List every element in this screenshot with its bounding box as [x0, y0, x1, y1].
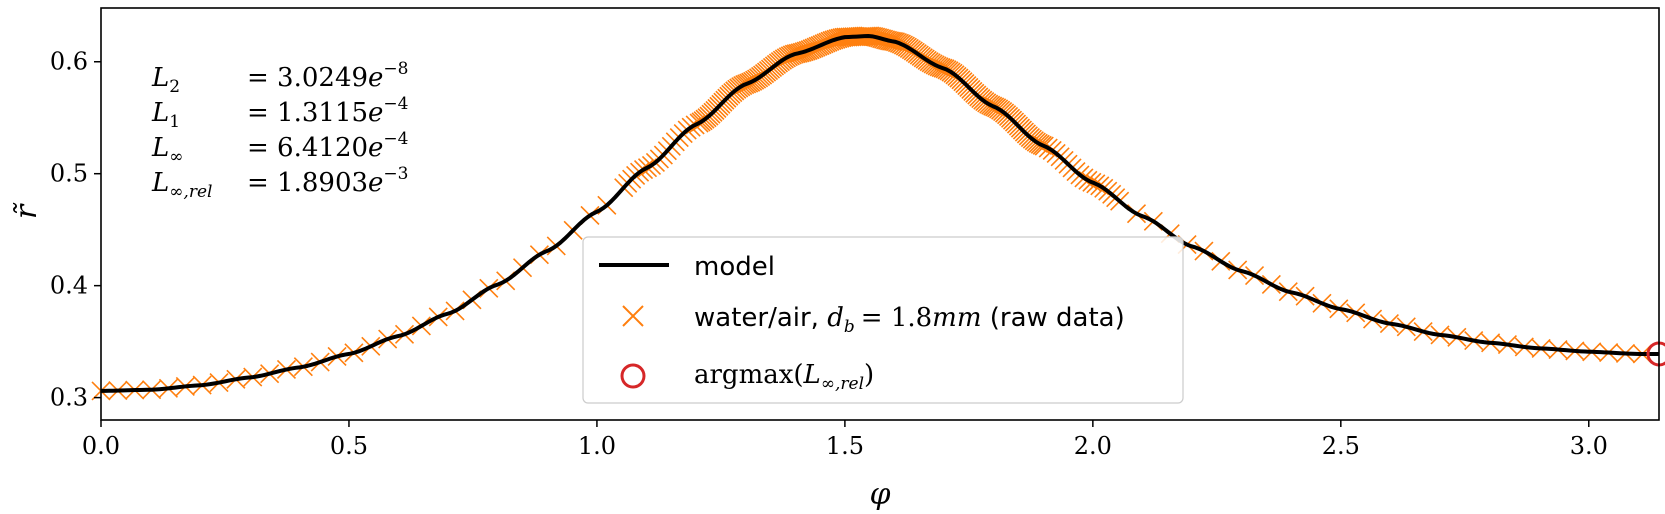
legend: model water/air, db = 1.8mm (raw data) ar…	[582, 236, 1184, 404]
legend-box	[582, 236, 1184, 404]
annotation-l1: L1 = 1.3115e−4	[151, 94, 408, 132]
legend-raw-var-sub: b	[844, 317, 855, 337]
annotation-linf-rel-e: e	[368, 168, 383, 198]
x-tick-label: 3.0	[1570, 432, 1608, 460]
annotation-l2-sub: 2	[169, 77, 180, 97]
annotation-linf-value: = 6.4120	[247, 133, 368, 163]
y-tick-label: 0.4	[50, 272, 88, 300]
annotation-linf-rel-exp: −3	[383, 164, 408, 184]
y-axis-label: r̃	[9, 202, 44, 219]
y-tick-label: 0.6	[50, 48, 88, 76]
svg-text:L2: L2	[151, 63, 180, 97]
x-tick-label: 1.5	[826, 432, 864, 460]
annotation-l1-sub: 1	[169, 112, 180, 132]
annotation-linf-rel-sub: ∞,rel	[169, 182, 212, 202]
x-tick-label: 0.5	[330, 432, 368, 460]
annotation-linf-rel-value: = 1.8903	[247, 168, 368, 198]
annotation-linf-sub: ∞	[169, 147, 183, 167]
legend-raw-prefix: water/air,	[694, 303, 819, 333]
annotation-linf: L∞ = 6.4120e−4	[151, 129, 408, 167]
annotation-l2-exp: −8	[383, 59, 408, 79]
x-axis-ticks: 0.0 0.5 1.0 1.5 2.0 2.5 3.0	[82, 420, 1608, 460]
svg-text:= 1.3115e−4: = 1.3115e−4	[247, 94, 408, 128]
svg-text:= 1.8903e−3: = 1.8903e−3	[247, 164, 408, 198]
annotation-l1-exp: −4	[383, 94, 408, 114]
legend-argmax-sub: ∞,rel	[821, 374, 864, 394]
x-tick-label: 2.0	[1074, 432, 1112, 460]
legend-argmax-var: L	[803, 360, 821, 390]
annotation-l2: L2 = 3.0249e−8	[151, 59, 408, 97]
plot-frame	[100, 7, 1660, 421]
model-line	[100, 34, 1659, 393]
legend-raw-label: water/air, db = 1.8mm (raw data)	[694, 303, 1125, 337]
legend-model-label: model	[694, 252, 775, 282]
legend-argmax-label: argmax(L∞,rel)	[694, 360, 874, 394]
annotation-linf-e: e	[368, 133, 383, 163]
x-axis-label: φ	[869, 477, 890, 512]
legend-argmax-func: argmax(	[694, 360, 804, 390]
legend-raw-unit: mm	[932, 303, 981, 333]
svg-text:= 6.4120e−4: = 6.4120e−4	[247, 129, 408, 163]
legend-argmax-close: )	[864, 360, 874, 390]
legend-raw-eq: = 1.8	[861, 303, 932, 333]
annotation-l1-name: L	[151, 98, 169, 128]
legend-raw-var: d	[827, 303, 844, 333]
annotation-l2-e: e	[368, 63, 383, 93]
annotation-l1-value: = 1.3115	[247, 98, 368, 128]
annotation-linf-exp: −4	[383, 129, 408, 149]
svg-text:L∞: L∞	[151, 133, 183, 167]
annotation-l1-e: e	[368, 98, 383, 128]
annotation-linf-rel: L∞,rel = 1.8903e−3	[151, 164, 408, 202]
model-series	[100, 34, 1659, 393]
y-axis-ticks: 0.3 0.4 0.5 0.6	[50, 48, 101, 412]
annotation-linf-name: L	[151, 133, 169, 163]
y-tick-label: 0.3	[50, 384, 88, 412]
x-tick-label: 0.0	[82, 432, 120, 460]
svg-text:= 3.0249e−8: = 3.0249e−8	[247, 59, 408, 93]
x-tick-label: 2.5	[1322, 432, 1360, 460]
svg-text:L∞,rel: L∞,rel	[151, 168, 212, 202]
y-tick-label: 0.5	[50, 160, 88, 188]
x-tick-label: 1.0	[578, 432, 616, 460]
annotation-l2-name: L	[151, 63, 169, 93]
legend-raw-suffix: (raw data)	[990, 303, 1125, 333]
legend-raw-swatch	[622, 305, 644, 327]
legend-argmax-swatch	[620, 363, 646, 389]
annotation-linf-rel-name: L	[151, 168, 169, 198]
annotation-l2-value: = 3.0249	[247, 63, 368, 93]
error-annotations: L2 = 3.0249e−8 L1 = 1.3115e−4 L∞ = 6.412…	[151, 59, 408, 202]
svg-text:L1: L1	[151, 98, 180, 132]
